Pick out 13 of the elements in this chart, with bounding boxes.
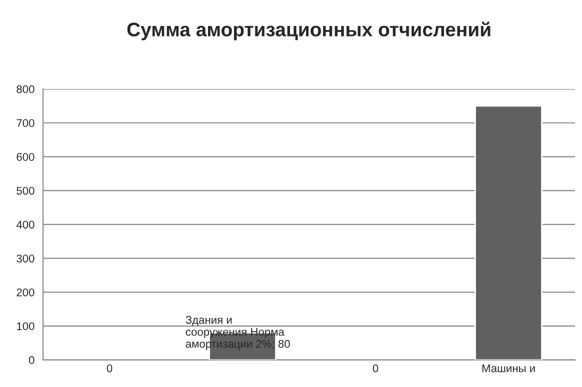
chart-title: Сумма амортизационных отчислений (127, 22, 490, 40)
x-tick-label: 0 (372, 364, 378, 372)
y-tick-label: 300 (16, 254, 34, 262)
y-tick-label: 200 (16, 288, 34, 296)
y-tick-label: 400 (16, 220, 34, 229)
x-tick-label: 0 (106, 364, 112, 372)
y-tick-label: 600 (16, 153, 34, 161)
y-tick-label: 0 (28, 356, 34, 364)
y-tick-label: 100 (17, 322, 34, 330)
y-tick-label: 800 (16, 85, 34, 94)
x-tick-label: Машины и (482, 364, 535, 372)
y-tick-label: 700 (16, 119, 34, 128)
y-tick-label: 500 (16, 186, 34, 195)
